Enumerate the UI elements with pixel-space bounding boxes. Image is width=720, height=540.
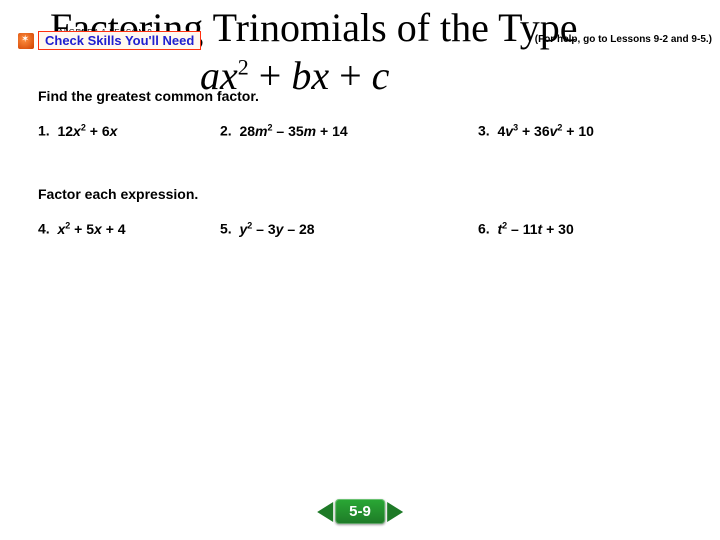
problem-1: 1. 12x2 + 6x — [38, 122, 117, 139]
problem-expression: 28m2 – 35m + 14 — [239, 123, 347, 139]
slide-nav: 5-9 — [317, 499, 403, 524]
problem-number: 2. — [220, 123, 232, 139]
next-slide-arrow-icon[interactable] — [387, 502, 403, 522]
problem-number: 4. — [38, 221, 50, 237]
problem-expression: t2 – 11t + 30 — [497, 221, 573, 237]
problem-4: 4. x2 + 5x + 4 — [38, 220, 126, 237]
badge-label: Check Skills You'll Need — [38, 31, 201, 50]
problem-number: 6. — [478, 221, 490, 237]
check-skills-badge: Check Skills You'll Need — [18, 31, 201, 50]
slide-number-box: 5-9 — [335, 499, 385, 524]
problem-expression: 4v3 + 36v2 + 10 — [497, 123, 593, 139]
problem-expression: y2 – 3y – 28 — [239, 221, 314, 237]
instruction-gcf: Find the greatest common factor. — [38, 88, 259, 104]
problem-3: 3. 4v3 + 36v2 + 10 — [478, 122, 594, 139]
problem-5: 5. y2 – 3y – 28 — [220, 220, 315, 237]
help-note: (For help, go to Lessons 9-2 and 9-5.) — [535, 34, 712, 45]
problem-expression: 12x2 + 6x — [57, 123, 117, 139]
problem-number: 5. — [220, 221, 232, 237]
problem-number: 1. — [38, 123, 50, 139]
instruction-factor: Factor each expression. — [38, 186, 198, 202]
sparkle-icon — [18, 33, 34, 49]
problem-number: 3. — [478, 123, 490, 139]
problem-2: 2. 28m2 – 35m + 14 — [220, 122, 348, 139]
prev-slide-arrow-icon[interactable] — [317, 502, 333, 522]
problem-expression: x2 + 5x + 4 — [57, 221, 125, 237]
problem-6: 6. t2 – 11t + 30 — [478, 220, 574, 237]
